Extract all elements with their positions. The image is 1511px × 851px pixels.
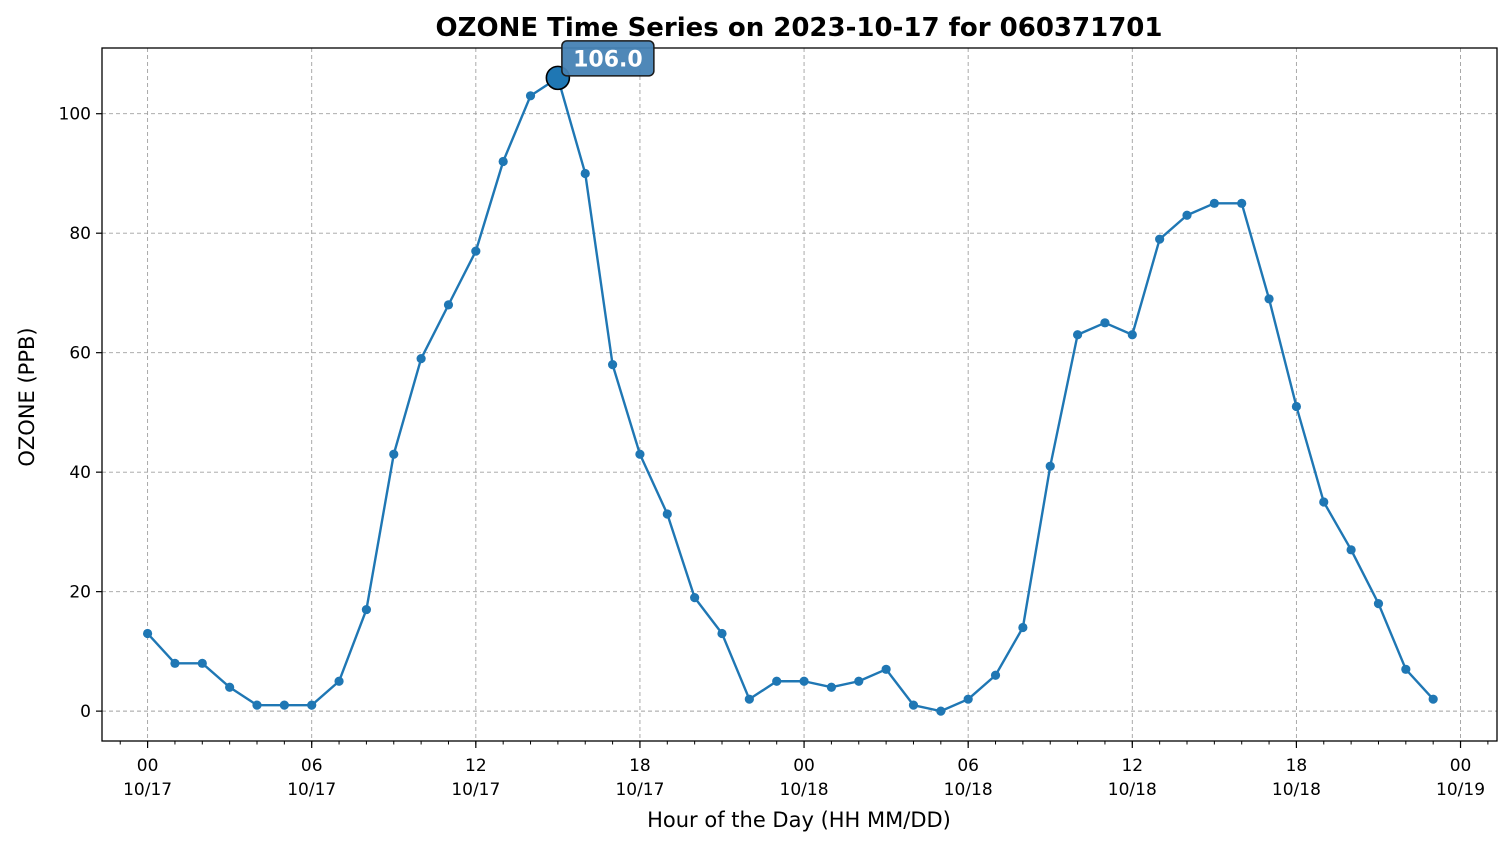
grid-lines (102, 48, 1497, 741)
peak-value-label: 106.0 (573, 47, 643, 72)
data-point (389, 449, 399, 459)
x-tick-label-hour: 12 (1121, 756, 1143, 776)
y-tick-label: 60 (69, 344, 91, 364)
data-point (881, 664, 891, 674)
series-line (146, 76, 1435, 713)
data-point (1182, 210, 1192, 220)
x-tick-label-hour: 00 (137, 756, 159, 776)
plot-frame (101, 47, 1498, 742)
x-tick-label-date: 10/17 (287, 780, 336, 800)
x-tick-label-hour: 00 (1450, 756, 1472, 776)
data-point (1155, 234, 1165, 244)
data-point (1319, 497, 1329, 507)
data-point (1291, 401, 1302, 412)
data-point (963, 694, 973, 704)
data-point (279, 700, 289, 710)
data-point (580, 168, 590, 179)
data-point (690, 593, 700, 603)
x-tick-label-date: 10/17 (615, 780, 664, 800)
data-point (170, 658, 180, 668)
series-ozone (142, 73, 1438, 716)
y-tick-label: 100 (59, 105, 91, 125)
data-point (1045, 461, 1055, 471)
data-point (936, 706, 946, 716)
data-point (225, 682, 235, 692)
data-point (1127, 330, 1137, 340)
data-point (1428, 694, 1438, 704)
data-point (307, 700, 317, 710)
data-point (717, 628, 727, 639)
data-point (1072, 330, 1083, 340)
data-point (1401, 664, 1411, 674)
data-point (908, 700, 919, 710)
y-tick-label: 20 (69, 583, 91, 603)
x-tick-label-date: 10/18 (780, 780, 829, 800)
x-tick-label-date: 10/18 (1272, 780, 1321, 800)
peak-annotation: 106.0 (545, 40, 655, 91)
x-tick-label-date: 10/18 (944, 780, 993, 800)
x-axis-label: Hour of the Day (HH MM/DD) (647, 808, 951, 832)
data-point (525, 91, 536, 101)
y-tick-label: 40 (69, 463, 91, 483)
x-tick-label-hour: 06 (301, 756, 323, 776)
data-point (252, 700, 262, 710)
data-point (416, 354, 426, 364)
data-point (662, 509, 672, 519)
x-tick-label-hour: 00 (793, 756, 815, 776)
y-tick-label: 0 (80, 702, 91, 722)
x-tick-label-hour: 06 (957, 756, 979, 776)
x-tick-label-date: 10/18 (1108, 780, 1157, 800)
x-tick-label-date: 10/17 (451, 780, 500, 800)
data-point (197, 658, 207, 668)
data-point (607, 360, 618, 370)
data-point (142, 628, 153, 639)
data-point (854, 676, 864, 686)
y-axis-label: OZONE (PPB) (15, 327, 39, 466)
y-tick-label: 80 (69, 224, 91, 244)
data-point (744, 694, 754, 704)
peak-label-box (561, 40, 655, 77)
data-point (1264, 294, 1274, 304)
data-point (443, 300, 454, 310)
data-point (471, 246, 481, 256)
x-tick-label-hour: 12 (465, 756, 487, 776)
data-point (1373, 598, 1384, 609)
data-point (1237, 198, 1247, 208)
data-point (772, 676, 782, 686)
data-point (635, 449, 645, 459)
x-tick-label-date: 10/19 (1436, 780, 1485, 800)
data-point (1209, 198, 1219, 208)
axes: 0 20 40 60 80 100 00 10/17 06 10/17 12 10/17 18 10/17… (59, 47, 1498, 800)
data-point (1018, 622, 1028, 633)
data-point (498, 156, 508, 167)
data-point (1346, 545, 1356, 555)
x-tick-label-hour: 18 (629, 756, 651, 776)
data-point (361, 604, 372, 615)
x-tick-label-hour: 18 (1286, 756, 1308, 776)
data-point (1100, 318, 1110, 328)
data-point (799, 676, 809, 686)
data-point (826, 682, 837, 692)
data-point (990, 670, 1001, 680)
data-point (334, 676, 344, 686)
chart-title: OZONE Time Series on 2023-10-17 for 0603… (436, 13, 1163, 43)
x-tick-label-date: 10/17 (123, 780, 172, 800)
